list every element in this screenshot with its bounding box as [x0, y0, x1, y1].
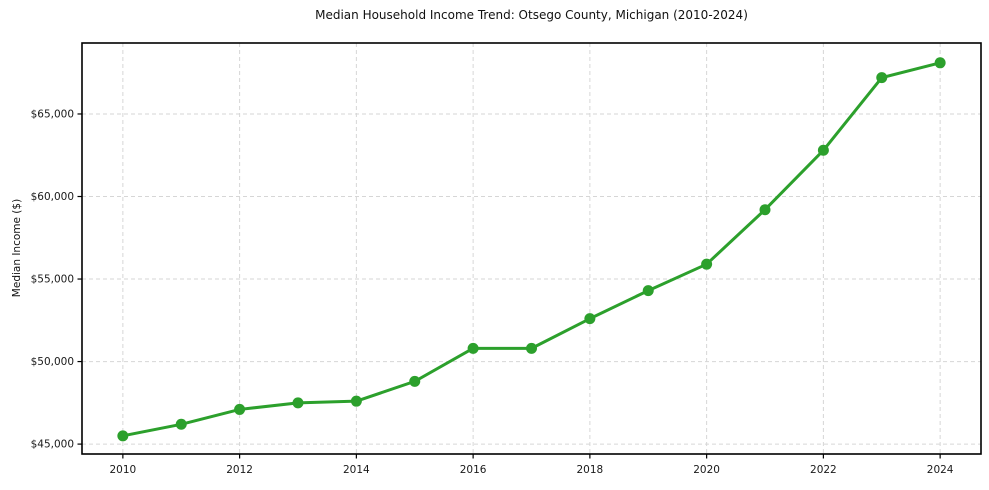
data-point	[409, 375, 421, 387]
data-point	[350, 395, 362, 407]
trend-line	[121, 61, 942, 438]
y-tick-label: $50,000	[31, 356, 74, 368]
data-point	[701, 258, 713, 270]
data-point	[234, 403, 246, 415]
data-point	[467, 342, 479, 354]
data-point	[642, 285, 654, 297]
data-point	[759, 204, 771, 216]
x-tick-label: 2012	[226, 464, 253, 476]
data-point	[584, 313, 596, 325]
data-point	[876, 72, 888, 84]
x-tick-label: 2020	[693, 464, 720, 476]
data-point	[292, 397, 304, 409]
data-point	[934, 57, 946, 69]
x-tick-label: 2018	[577, 464, 604, 476]
y-tick-label: $55,000	[31, 274, 74, 286]
chart-title: Median Household Income Trend: Otsego Co…	[315, 8, 748, 22]
x-tick-label: 2014	[343, 464, 370, 476]
data-point	[817, 144, 829, 156]
x-tick-label: 2024	[927, 464, 954, 476]
data-point	[526, 342, 537, 354]
data-point	[117, 430, 129, 442]
data-point	[175, 418, 187, 430]
axis-frame	[81, 42, 982, 455]
x-tick-label: 2022	[810, 464, 837, 476]
x-tick-label: 2010	[109, 464, 136, 476]
y-tick-label: $60,000	[31, 191, 74, 203]
y-tick-label: $45,000	[31, 439, 74, 451]
y-tick-label: $65,000	[31, 108, 74, 120]
x-tick-label: 2016	[460, 464, 487, 476]
